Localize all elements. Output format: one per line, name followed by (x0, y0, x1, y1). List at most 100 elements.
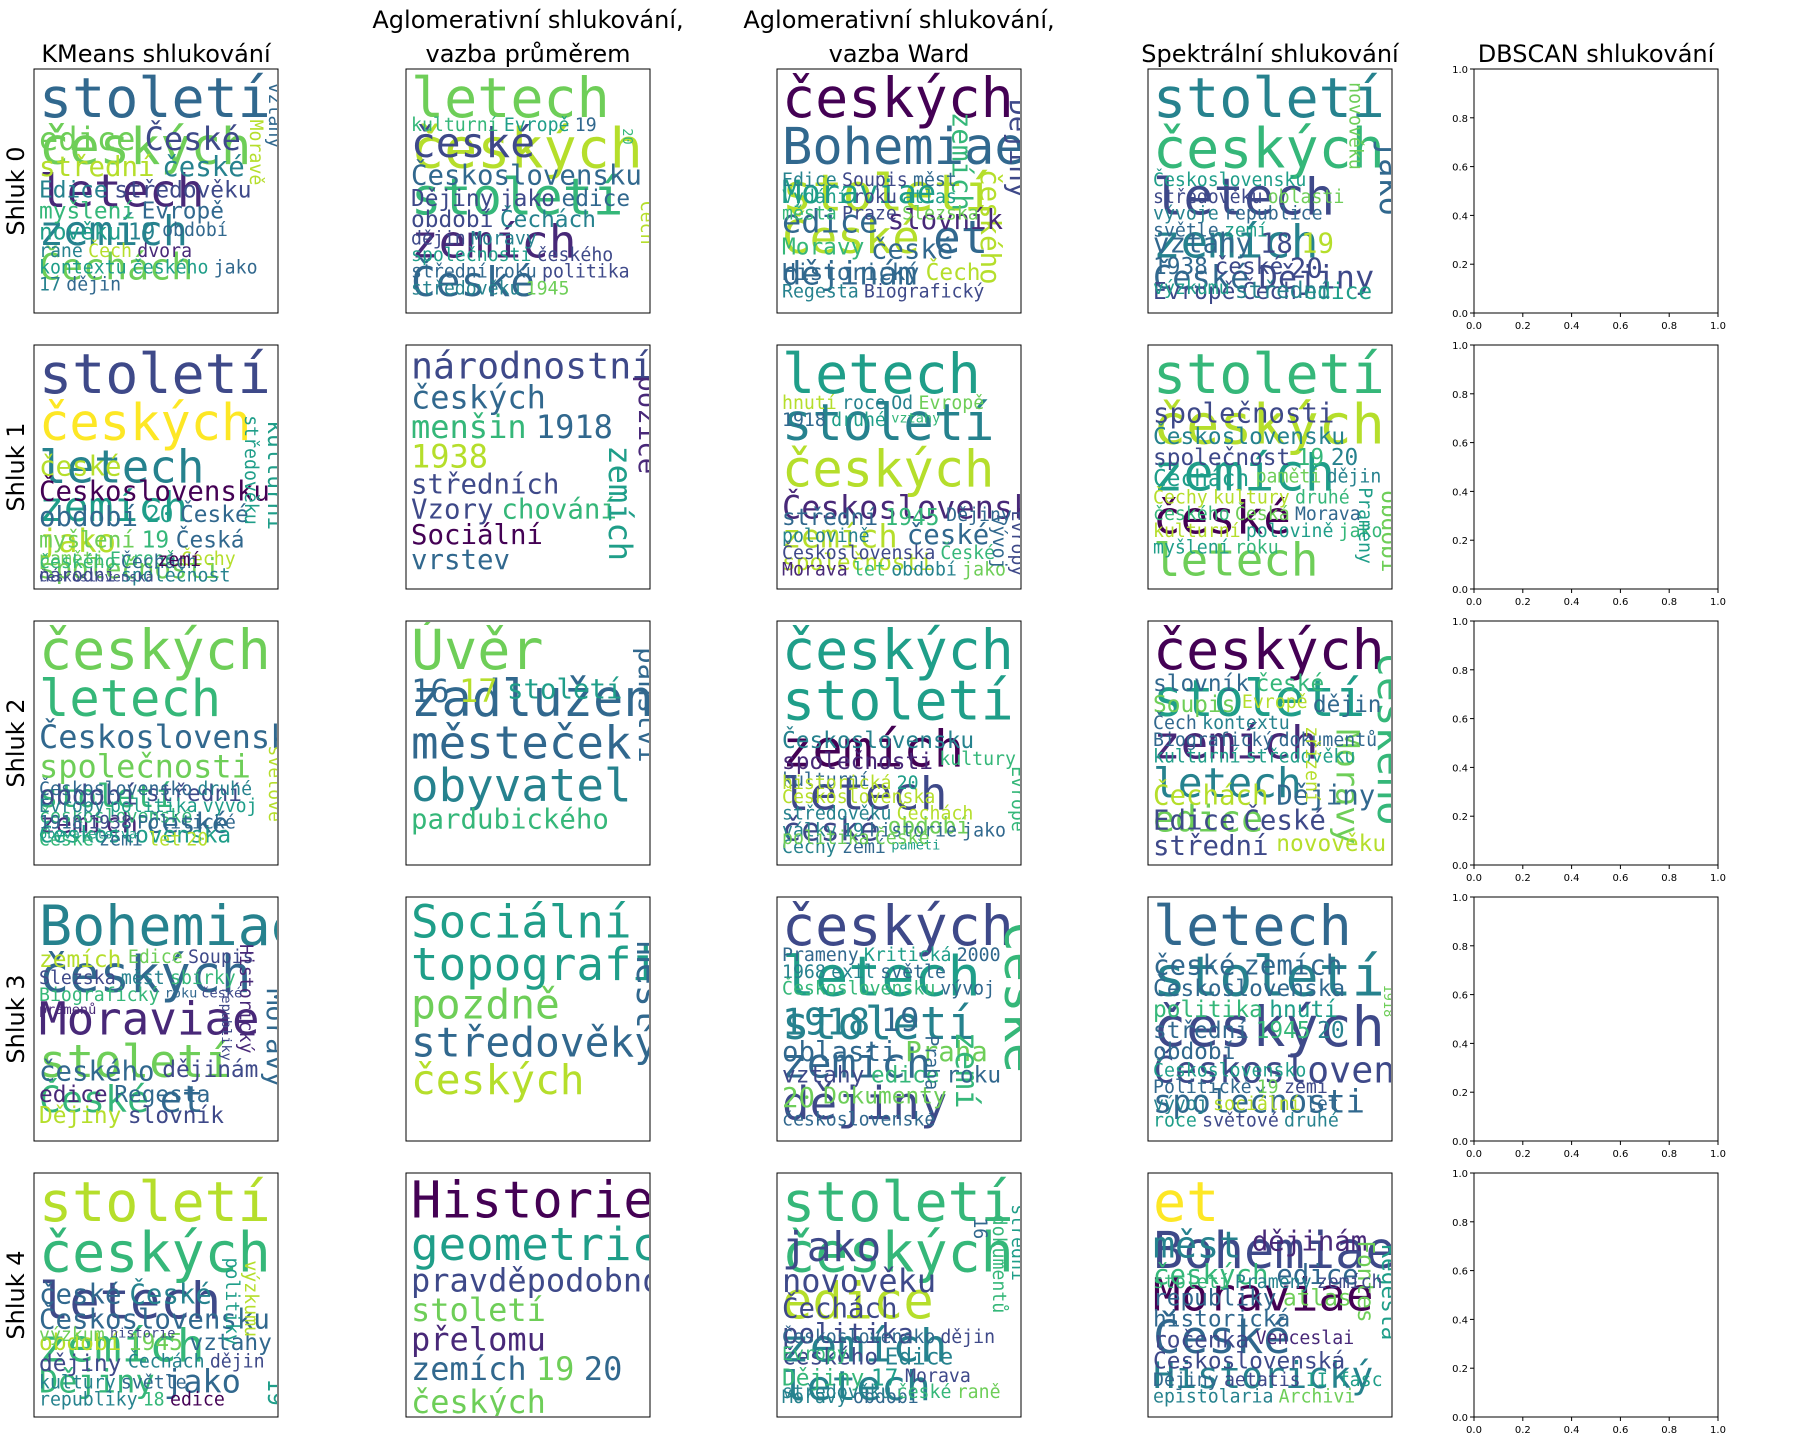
cloud-word: 1938 (88, 813, 132, 834)
panel-frame (33, 896, 279, 1142)
cloud-word: období (1153, 1039, 1235, 1065)
cloud-word: roku (165, 985, 198, 1001)
cloud-word: střední (146, 781, 242, 807)
cloud-word: českých (411, 1056, 585, 1104)
cloud-word: české (907, 520, 989, 551)
cloud-word: Čech (926, 258, 981, 286)
cloud-word: českých (782, 439, 994, 498)
cloud-word: roku (853, 187, 897, 208)
cloud-word: jako (782, 1223, 881, 1271)
x-tick-label: 0.6 (1612, 321, 1628, 332)
cloud-word: století (1153, 945, 1385, 1009)
cloud-word: myšlení (1153, 538, 1230, 559)
cloud-word: pravděpodobnosti (411, 1261, 719, 1299)
x-tick-label: 1.0 (1710, 873, 1726, 884)
cloud-word: dějinám (1252, 1226, 1367, 1257)
column-title: DBSCAN shlukování (1478, 40, 1716, 68)
word-cloud-panel: Historiegeometricképravděpodobnostistole… (405, 1172, 719, 1418)
cloud-word: republiky (39, 1389, 138, 1410)
cloud-word: Evropě (504, 115, 570, 136)
cloud-word: Fontes (1352, 1240, 1378, 1322)
cloud-word: století (39, 342, 271, 406)
cloud-word: České (1153, 1310, 1291, 1364)
column-title: KMeans shlukování (41, 40, 272, 68)
cloud-word: Čechy (782, 836, 837, 858)
cloud-word: jako (1372, 139, 1410, 216)
x-tick-label: 1.0 (1710, 1425, 1726, 1436)
cloud-word: myšlení (39, 198, 135, 224)
x-tick-label: 0.0 (1466, 321, 1482, 332)
cloud-word: Evropě (1242, 692, 1308, 713)
cloud-word: České (129, 1278, 211, 1310)
x-tick-label: 0.2 (1515, 321, 1531, 332)
cloud-word: letech (1153, 532, 1318, 586)
cloud-word: společnosti (39, 747, 251, 785)
cloud-word: Čechách (1153, 464, 1249, 492)
cloud-word: českého (782, 1345, 878, 1371)
cloud-word: městeček (411, 716, 632, 770)
cloud-word: roce (842, 393, 886, 414)
cloud-word: novověku (1276, 831, 1386, 857)
y-tick-label: 1.0 (1452, 617, 1468, 628)
y-tick-label: 0.0 (1452, 1137, 1468, 1148)
empty-axes: 0.00.0 0.2 0.2 0.4 0.4 0.6 0.6 0.8 0.8 1.0 1.0 (1452, 65, 1726, 332)
cloud-word: československé (39, 806, 192, 827)
cloud-word: letech (1153, 168, 1335, 227)
cloud-word: Praha (920, 1035, 941, 1090)
cloud-word: výzkumu (240, 1260, 261, 1337)
column-title: vazba Ward (829, 40, 970, 68)
cloud-word: střední (1007, 1204, 1028, 1281)
cloud-word: společnosti (782, 749, 933, 775)
cloud-word: Regesta (1376, 1244, 1402, 1340)
cloud-word: roce (1153, 1111, 1197, 1132)
cloud-word: 20 (897, 773, 919, 794)
cloud-word: vývoje (1153, 204, 1219, 225)
cloud-word: Československu (782, 726, 974, 754)
cloud-word: Venceslai (1256, 1328, 1355, 1349)
cloud-word: slovník (888, 205, 1004, 236)
cloud-word: českých (782, 1221, 1014, 1285)
cloud-word: Československo (782, 1326, 935, 1348)
cloud-word: 20 (1317, 1018, 1344, 1044)
cloud-word: dokumentů (1279, 730, 1378, 751)
cloud-word: Morava (905, 1366, 971, 1387)
panel-frame (776, 344, 1022, 590)
cloud-word: století (39, 66, 271, 130)
axes-frame (1473, 68, 1719, 314)
cloud-word: slovník (128, 1103, 224, 1129)
cloud-word: střední (1235, 278, 1331, 304)
cloud-word: jako (1339, 521, 1383, 542)
cloud-word: sbírky (170, 968, 236, 989)
x-tick-label: 1.0 (1710, 321, 1726, 332)
cloud-word: Dějiny (39, 1363, 155, 1401)
cloud-word: přelomu (411, 1320, 546, 1358)
cloud-word: Biografický (1153, 730, 1273, 751)
x-tick-label: 1.0 (1710, 597, 1726, 608)
cloud-word: Soupis (1153, 692, 1235, 718)
cloud-word: zemích (782, 1039, 931, 1087)
cloud-word: kulturní (411, 115, 499, 136)
cloud-word: 1968 (782, 962, 826, 983)
empty-axes: 0.00.0 0.2 0.2 0.4 0.4 0.6 0.6 0.8 0.8 1.0 1.0 (1452, 341, 1726, 608)
cloud-word: vývoj (1153, 1094, 1208, 1115)
cloud-word: historická (1153, 1307, 1290, 1333)
cloud-word: století (782, 669, 1014, 733)
cloud-word: dějin (411, 228, 466, 249)
cloud-word: České (39, 1077, 149, 1121)
cloud-word: světle (121, 1373, 187, 1394)
cloud-word: výzkum (39, 1325, 105, 1346)
cloud-word: slovník (1153, 671, 1249, 697)
cloud-word: středověku (1246, 747, 1356, 768)
panel-frame (405, 896, 651, 1142)
cloud-word: České (940, 542, 995, 564)
cloud-word: středověku (782, 804, 892, 825)
cloud-word: dějin (1327, 466, 1382, 487)
empty-axes: 0.00.0 0.2 0.2 0.4 0.4 0.6 0.6 0.8 0.8 1.0 1.0 (1452, 617, 1726, 884)
cloud-word: Čechách (897, 803, 974, 825)
cloud-word: zemích (39, 483, 188, 531)
cloud-word: měst (913, 170, 957, 191)
panel-frame (405, 68, 651, 314)
cloud-word: atlas (902, 187, 957, 208)
